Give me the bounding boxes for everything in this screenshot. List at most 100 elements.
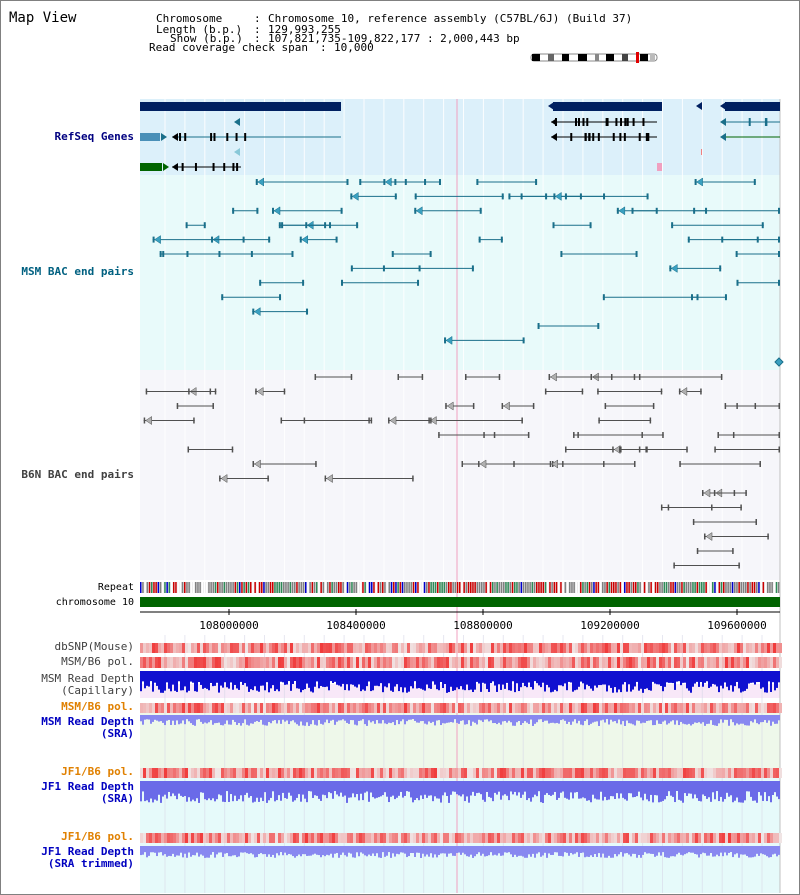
jf1-pol2-cell xyxy=(314,833,317,843)
jf1-sra-depth-bar xyxy=(530,781,532,802)
jf1-sra-depth-bar xyxy=(246,781,248,793)
jf1-sra-depth-bar xyxy=(598,781,600,800)
msm-pol2-cell xyxy=(209,703,212,713)
repeat-element xyxy=(274,582,276,593)
jf1-trim-depth-bar xyxy=(628,846,630,855)
msm-sra-depth-bar xyxy=(258,715,260,722)
msm-pol-cell xyxy=(776,657,779,668)
track-label-b6n-bac[interactable]: B6N BAC end pairs xyxy=(21,468,134,481)
msm-sra-depth-bar xyxy=(436,715,438,721)
jf1-trim-depth-bar xyxy=(298,846,300,855)
msm-cap-depth-bar xyxy=(680,671,682,686)
jf1-trim-depth-bar xyxy=(576,846,578,853)
track-label-msm-bac[interactable]: MSM BAC end pairs xyxy=(21,265,134,278)
jf1-trim-depth-bar xyxy=(732,846,734,858)
bac-end xyxy=(552,222,555,229)
repeat-element xyxy=(613,582,615,593)
msm-pol-cell xyxy=(671,657,674,668)
msm-pol2-cell xyxy=(578,703,581,713)
msm-cap-depth-bar xyxy=(724,671,726,683)
msm-cap-depth-bar xyxy=(436,671,438,690)
msm-pol-cell xyxy=(164,657,167,668)
dbsnp-cell xyxy=(404,643,407,653)
msm-pol2-cell xyxy=(545,703,548,713)
msm-sra-depth-bar xyxy=(730,715,732,720)
bac-end xyxy=(761,222,764,229)
ideogram-band xyxy=(532,54,540,61)
msm-sra-depth-bar xyxy=(640,715,642,724)
jf1-pol-cell xyxy=(656,768,659,778)
msm-pol2-cell xyxy=(740,703,743,713)
repeat-element xyxy=(679,582,681,593)
jf1-sra-depth-bar xyxy=(534,781,536,795)
msm-pol2-cell xyxy=(323,703,326,713)
bac-end xyxy=(717,432,719,438)
msm-pol-cell xyxy=(530,657,533,668)
repeat-element xyxy=(538,582,540,593)
msm-sra-depth-bar xyxy=(512,715,514,726)
msm-pol-cell xyxy=(707,657,710,668)
bac-end xyxy=(383,179,386,185)
msm-sra-depth-bar xyxy=(464,715,466,725)
track-label-refseq[interactable]: RefSeq Genes xyxy=(54,130,134,143)
bac-end xyxy=(696,294,699,301)
jf1-pol2-cell xyxy=(170,833,173,843)
repeat-element xyxy=(261,582,263,593)
msm-sra-depth-bar xyxy=(606,715,608,720)
msm-sra-depth-bar xyxy=(252,715,254,724)
jf1-pol2-cell xyxy=(641,833,644,843)
jf1-sra-depth-bar xyxy=(684,781,686,794)
gene-exon xyxy=(588,133,591,141)
jf1-trim-depth-bar xyxy=(720,846,722,853)
msm-pol-cell xyxy=(302,657,305,668)
jf1-sra-depth-bar xyxy=(242,781,244,802)
jf1-sra-depth-bar xyxy=(334,781,336,792)
jf1-trim-depth-bar xyxy=(442,846,444,854)
msm-pol-cell xyxy=(632,657,635,668)
msm-sra-depth-bar xyxy=(332,715,334,720)
jf1-trim-depth-bar xyxy=(592,846,594,857)
jf1-pol-cell xyxy=(521,768,524,778)
msm-sra-depth-bar xyxy=(374,715,376,724)
msm-pol2-cell xyxy=(629,703,632,713)
jf1-trim-depth-bar xyxy=(290,846,292,855)
msm-cap-depth-bar xyxy=(734,671,736,687)
bac-end xyxy=(231,446,234,453)
bac-end-marker xyxy=(273,206,281,216)
jf1-pol2-cell xyxy=(230,833,233,843)
jf1-sra-depth-bar xyxy=(692,781,694,799)
jf1-pol-cell xyxy=(269,768,272,778)
jf1-trim-depth-bar xyxy=(252,846,254,855)
msm-pol2-cell xyxy=(461,703,464,713)
repeat-element xyxy=(245,582,248,593)
jf1-sra-depth-bar xyxy=(774,781,776,793)
repeat-element xyxy=(327,582,329,593)
jf1-sra-depth-bar xyxy=(570,781,572,793)
msm-pol2-cell xyxy=(440,703,443,713)
gene-exon xyxy=(232,163,235,171)
jf1-trim-depth-bar xyxy=(522,846,524,857)
jf1-pol2-cell xyxy=(533,833,536,843)
jf1-sra-depth-bar xyxy=(162,781,164,797)
repeat-element xyxy=(549,582,551,593)
jf1-sra-depth-bar xyxy=(652,781,654,803)
jf1-trim-depth-bar xyxy=(350,846,352,854)
msm-cap-depth-bar xyxy=(584,671,586,690)
repeat-element xyxy=(210,582,212,593)
jf1-trim-depth-bar xyxy=(440,846,442,854)
msm-cap-depth-bar xyxy=(272,671,274,686)
msm-pol-cell xyxy=(428,657,431,668)
msm-pol-cell xyxy=(389,657,392,668)
jf1-trim-depth-bar xyxy=(602,846,604,854)
msm-pol-cell xyxy=(500,657,503,668)
jf1-sra-depth-bar xyxy=(528,781,530,799)
msm-pol2-cell xyxy=(182,703,185,713)
msm-pol-cell xyxy=(440,657,443,668)
msm-cap-depth-bar xyxy=(370,671,372,692)
jf1-sra-depth-bar xyxy=(214,781,216,802)
bac-end xyxy=(412,475,414,482)
gene-exon xyxy=(701,149,702,155)
msm-cap-depth-bar xyxy=(578,671,580,687)
jf1-trim-depth-bar xyxy=(478,846,480,853)
